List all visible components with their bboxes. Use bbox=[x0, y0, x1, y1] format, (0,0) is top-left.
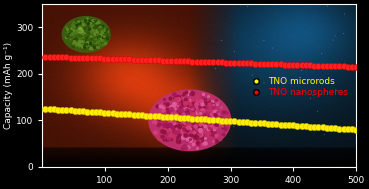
Polygon shape bbox=[62, 17, 110, 52]
Polygon shape bbox=[149, 90, 231, 151]
Y-axis label: Capacity (mAh g⁻¹): Capacity (mAh g⁻¹) bbox=[4, 42, 13, 129]
Legend: TNO microrods, TNO nanospheres: TNO microrods, TNO nanospheres bbox=[244, 74, 352, 101]
